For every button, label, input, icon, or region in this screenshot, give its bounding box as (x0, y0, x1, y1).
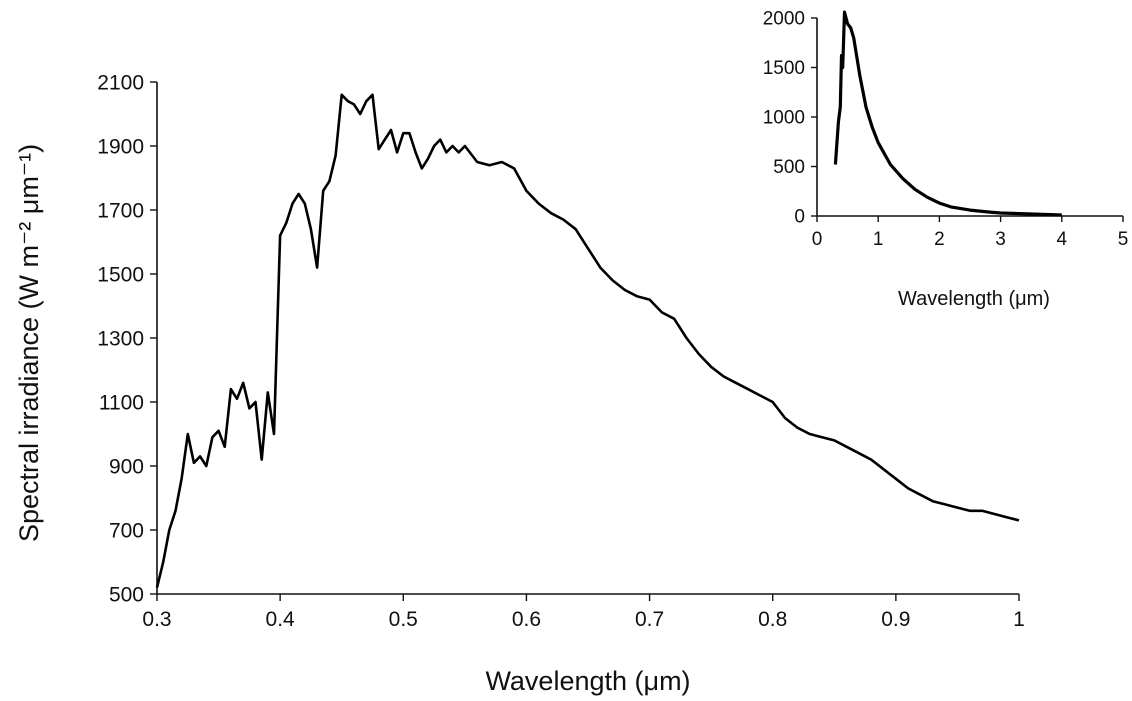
main-y-tick-label: 2100 (97, 71, 144, 94)
main-x-tick-label: 0.9 (881, 608, 910, 631)
main-y-tick-label: 1900 (97, 135, 144, 158)
inset-x-tick-label: 0 (812, 229, 823, 250)
inset-y-tick-label: 0 (794, 207, 805, 228)
main-series-line (155, 93, 1020, 588)
inset-chart: 0 500 1000 1500 2000 0 1 2 3 4 5 Wavelength (μm) (763, 9, 1129, 310)
main-axes (156, 82, 1019, 595)
main-x-ticks: 0.3 0.4 0.5 0.6 0.7 0.8 0.9 1 (142, 594, 1025, 631)
main-y-tick-label: 1300 (97, 327, 144, 350)
main-x-axis-title: Wavelength (μm) (485, 666, 690, 696)
main-x-tick-label: 0.6 (512, 608, 541, 631)
main-x-tick-label: 0.4 (266, 608, 296, 631)
inset-x-tick-label: 2 (934, 229, 945, 250)
main-y-ticks: 500 700 900 1100 1300 1500 1700 1900 2100 (97, 71, 157, 606)
inset-x-tick-label: 5 (1118, 229, 1129, 250)
inset-x-tick-label: 3 (995, 229, 1006, 250)
main-x-tick-label: 0.8 (758, 608, 787, 631)
inset-y-tick-label: 2000 (763, 9, 805, 30)
main-x-tick-label: 1 (1013, 608, 1025, 631)
main-y-tick-label: 1100 (99, 391, 144, 414)
inset-x-tick-label: 1 (873, 229, 884, 250)
inset-x-ticks: 0 1 2 3 4 5 (812, 216, 1129, 250)
inset-y-tick-label: 1000 (763, 108, 805, 129)
inset-x-tick-label: 4 (1057, 229, 1068, 250)
inset-x-axis-title: Wavelength (μm) (898, 288, 1050, 310)
main-y-axis-title: Spectral irradiance (W m⁻² μm⁻¹) (14, 144, 44, 542)
inset-axes (816, 18, 1123, 217)
inset-y-ticks: 0 500 1000 1500 2000 (763, 9, 817, 228)
main-y-tick-label: 1700 (97, 199, 144, 222)
main-x-tick-label: 0.5 (389, 608, 418, 631)
inset-y-tick-label: 500 (773, 157, 805, 178)
main-x-tick-label: 0.7 (635, 608, 664, 631)
inset-series-line (833, 10, 1062, 217)
main-y-tick-label: 900 (109, 455, 144, 478)
main-y-tick-label: 700 (109, 519, 144, 542)
main-y-tick-label: 500 (109, 583, 144, 606)
main-x-tick-label: 0.3 (142, 608, 171, 631)
inset-y-tick-label: 1500 (763, 58, 805, 79)
main-y-tick-label: 1500 (97, 263, 144, 286)
